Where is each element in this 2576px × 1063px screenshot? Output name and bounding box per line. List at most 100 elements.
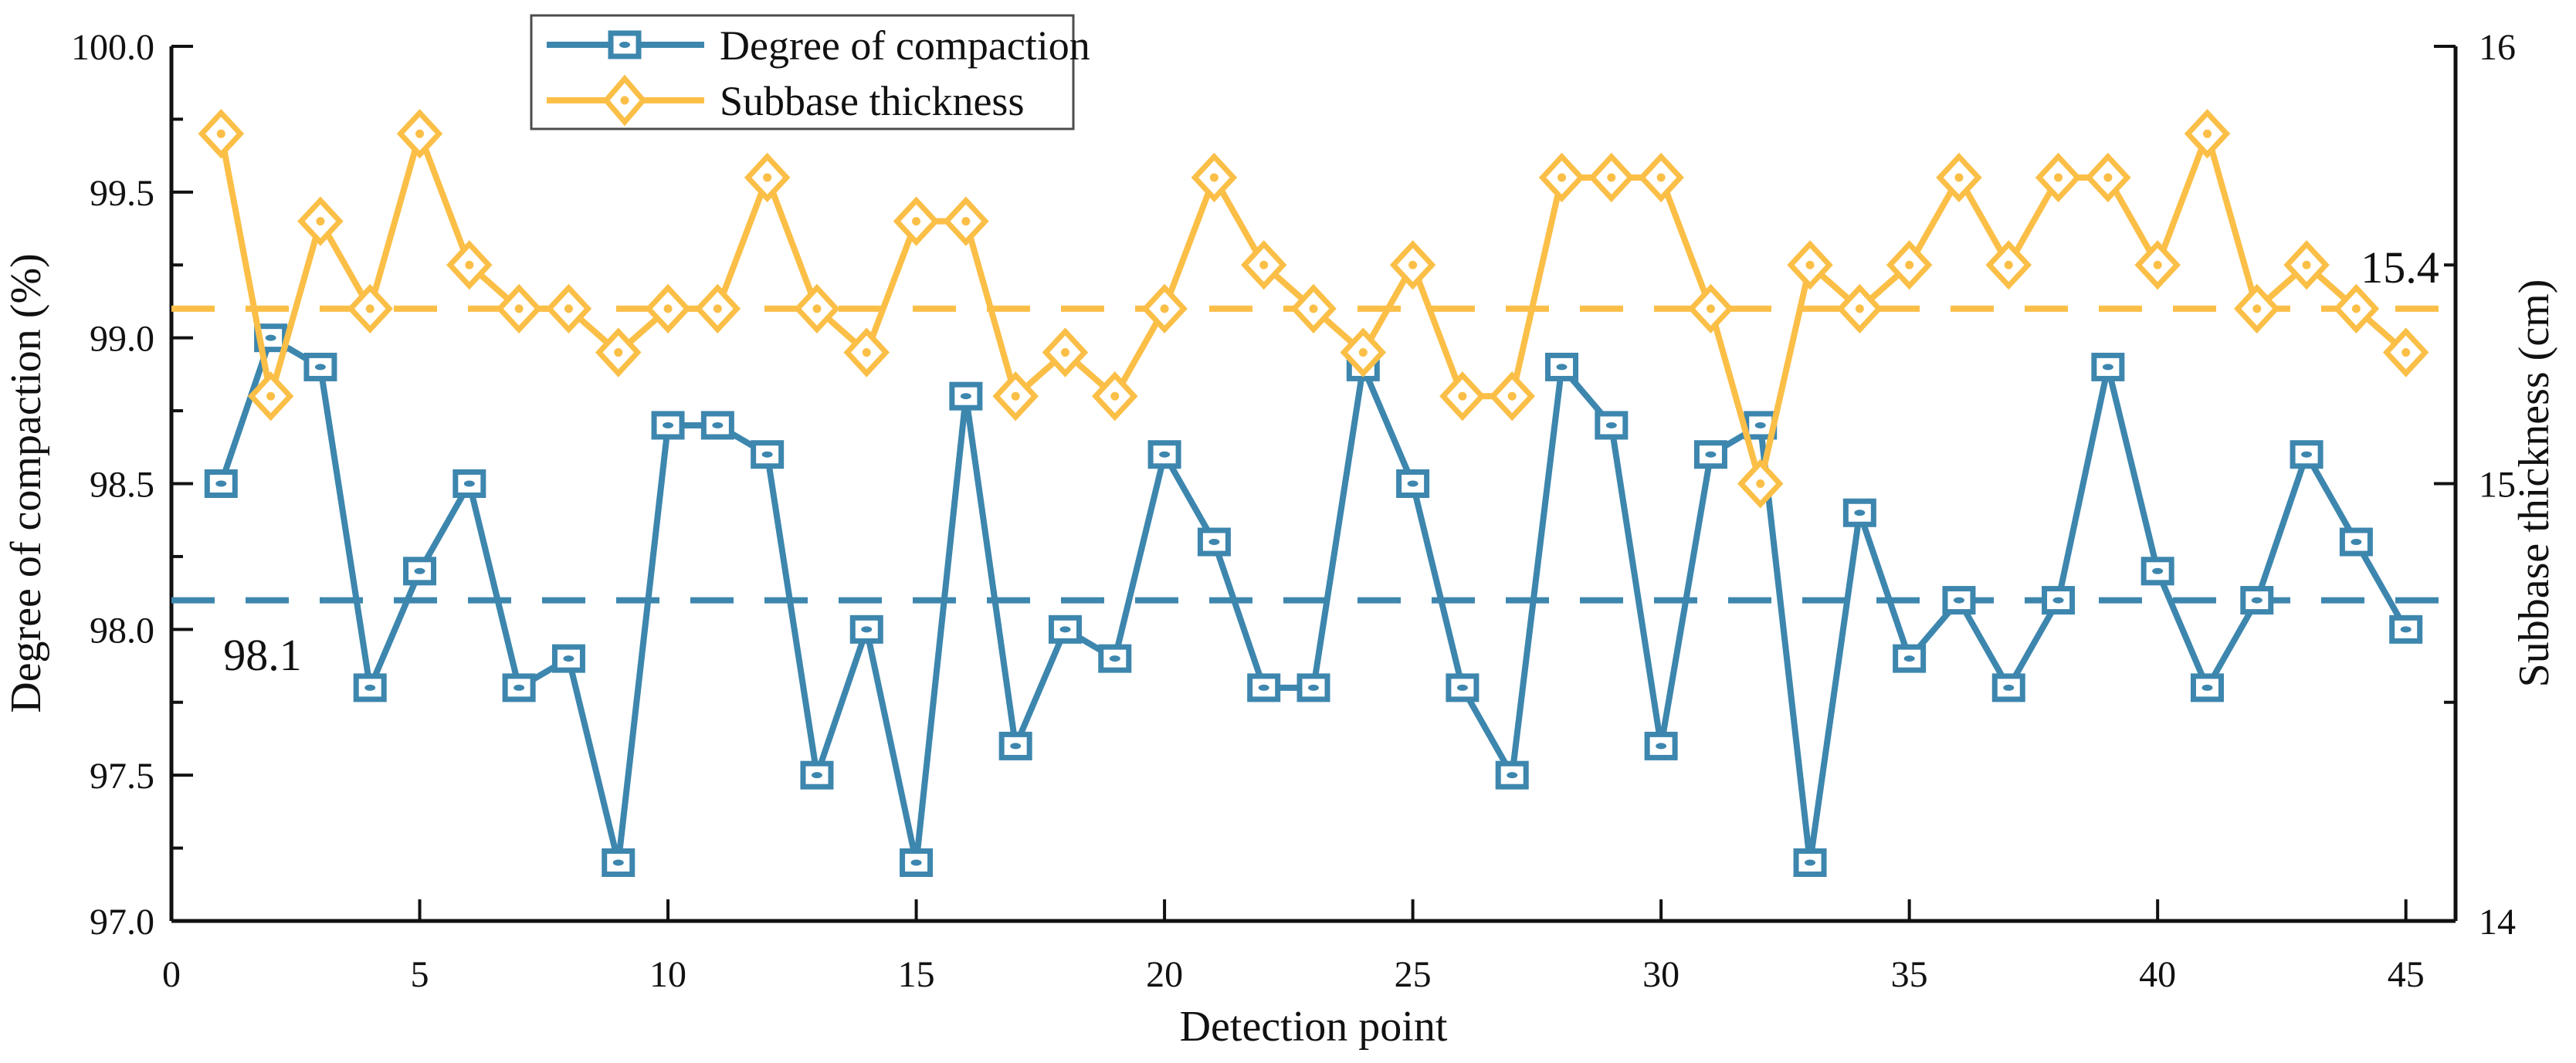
data-point-marker-square [1644,731,1678,760]
series-subbase-thickness [198,109,2429,509]
data-point-marker-dot [2054,173,2063,182]
legend-label-compaction: Degree of compaction [720,22,1090,69]
right-tick-label: 14 [2479,902,2516,943]
x-tick-label: 0 [162,954,181,995]
data-point-marker-dot [2401,348,2411,357]
data-point-marker-dot [2202,129,2212,138]
data-point-marker-dot [1607,173,1616,182]
data-point-marker-dot [663,304,673,313]
data-point-marker-dot [1209,173,1219,182]
legend-diamond-marker-dot-icon [620,96,629,105]
data-point-marker-dot [2003,684,2015,691]
x-axis-title: Detection point [1180,1003,1448,1051]
data-point-marker-dot [2103,173,2113,182]
data-point-marker-dot [2302,260,2311,269]
data-point-marker-square [800,760,834,790]
data-point-marker-dot [415,129,425,138]
data-point-marker-dot [2351,539,2362,546]
legend-label-thickness: Subbase thickness [720,78,1024,124]
x-tick-label: 10 [649,954,686,995]
x-tick-label: 45 [2388,954,2425,995]
data-point-marker-dot [1556,364,1568,371]
data-point-marker-dot [1855,304,1864,313]
data-point-marker-dot [1953,597,1964,604]
data-point-marker-square [1098,644,1132,673]
data-point-marker-dot [1705,451,1717,458]
data-point-marker-square [1147,440,1181,469]
data-point-marker-dot [414,567,425,574]
data-point-marker-dot [1954,173,1964,182]
data-point-marker-square [1991,673,2025,702]
data-point-marker-dot [1258,684,1269,691]
compaction-ref-annotation: 98.1 [223,630,302,680]
data-point-marker-dot [2351,304,2361,313]
data-point-marker-dot [364,684,376,691]
data-point-marker-dot [2301,451,2313,458]
right-axis-title: Subbase thickness (cm) [2510,279,2558,688]
data-point-marker-dot [1110,391,1120,401]
data-point-marker-dot [763,173,772,182]
data-point-marker-dot [2153,260,2162,269]
data-point-marker-dot [1605,421,1617,428]
data-point-marker-dot [1060,348,1069,357]
left-tick-label: 98.5 [90,465,154,506]
data-point-marker-dot [1656,743,1667,750]
data-point-marker-dot [1159,451,1171,458]
data-point-marker-dot [1905,260,1914,269]
data-point-marker-square [1893,644,1927,673]
data-point-marker-square [602,848,636,877]
data-point-marker-dot [861,626,873,633]
data-point-marker-square [1495,760,1529,790]
data-point-marker-dot [1208,539,1220,546]
data-point-marker-dot [1456,684,1468,691]
left-tick-label: 99.5 [90,173,154,214]
data-point-marker-dot [1805,859,1816,866]
data-point-marker-dot [912,217,921,226]
data-point-marker-dot [2004,260,2013,269]
data-point-marker-dot [463,480,475,487]
series-layer [198,109,2429,877]
data-point-marker-dot [1109,655,1120,662]
data-point-marker-dot [612,859,624,866]
data-point-marker-square [1693,440,1727,469]
data-point-marker-dot [2251,597,2262,604]
series-degree-of-compaction [204,323,2423,877]
data-point-marker-dot [564,304,573,313]
data-point-marker-square [204,469,238,498]
data-point-marker-dot [216,129,225,138]
left-tick-label: 97.0 [90,902,154,943]
x-tick-label: 25 [1395,954,1432,995]
data-point-marker-dot [1059,626,1071,633]
data-point-marker-dot [1308,684,1319,691]
data-point-marker-dot [2152,567,2164,574]
data-point-marker-dot [1754,421,1766,428]
data-point-marker-dot [316,217,325,226]
x-tick-label: 30 [1642,954,1679,995]
data-point-marker-dot [1407,480,1418,487]
data-point-marker-dot [266,391,276,401]
reference-lines-layer [171,305,2456,604]
data-point-marker-dot [1259,260,1269,269]
data-point-marker-dot [215,480,227,487]
data-point-marker-dot [961,217,971,226]
data-point-marker-dot [2252,304,2262,313]
data-point-marker-square [2091,352,2125,381]
left-tick-label: 97.5 [90,756,154,797]
left-tick-label: 100.0 [71,27,154,68]
thickness-ref-annotation: 15.4 [2361,242,2439,293]
data-point-marker-dot [1408,260,1418,269]
data-point-marker-dot [1507,391,1517,401]
ticks-layer: 97.0 97.5 98.0 98.5 99.0 99.5 100.0 14 15 16 0 5 10 1… [71,27,2516,995]
data-point-marker-dot [812,304,822,313]
data-point-marker-dot [2201,684,2213,691]
data-point-marker-square [1595,411,1629,440]
data-point-marker-dot [2400,626,2412,633]
left-tick-label: 98.0 [90,610,154,651]
data-point-marker-dot [713,304,722,313]
data-point-marker-dot [2052,597,2064,604]
data-point-marker-dot [1706,304,1715,313]
x-tick-label: 20 [1146,954,1183,995]
right-tick-label: 16 [2479,27,2516,68]
